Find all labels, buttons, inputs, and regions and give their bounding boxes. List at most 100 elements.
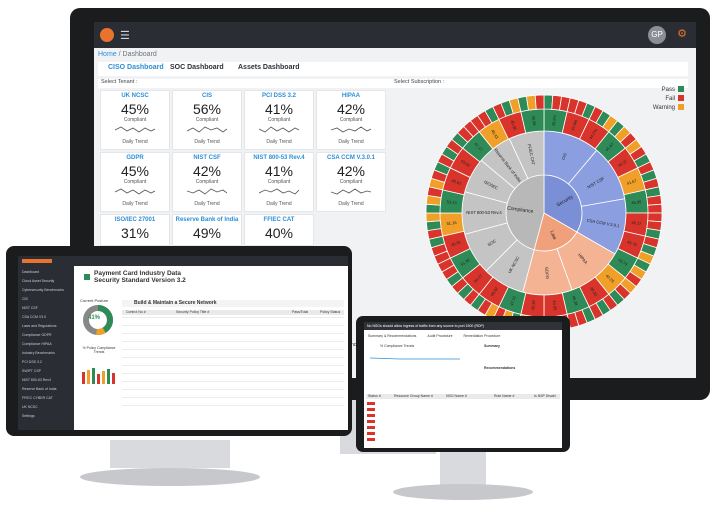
sunburst-outer-label: 45.38 [530, 299, 536, 310]
sunburst-outer-label: 41.67 [604, 141, 615, 152]
compliance-card[interactable]: CSA CCM V.3.0.1 42% Compliant Daily Tren… [316, 152, 386, 212]
sunburst-edge-segment[interactable] [525, 94, 537, 111]
legend-swatch [678, 86, 684, 93]
col-nsg-name: NSG Name # [446, 394, 467, 398]
sunburst-middle-label: HIPAA [577, 252, 589, 265]
sidebar-item[interactable]: NIST 800-53 Rev4 [22, 378, 51, 382]
card-percent: 41% [264, 101, 294, 117]
tab-ciso-dashboard[interactable]: CISO Dashboard [108, 64, 164, 71]
table-row[interactable] [122, 389, 344, 390]
section-header[interactable]: Build & Maintain a Secure Network [122, 300, 344, 307]
tab-remediation[interactable]: Remediation Procedure [463, 334, 501, 338]
sidebar-item[interactable]: Industry Benchmarks [22, 351, 55, 355]
subscription-select[interactable]: Select Subscription : [391, 79, 688, 88]
card-status: Compliant [339, 179, 363, 185]
sunburst-edge-segment[interactable] [425, 203, 441, 214]
sidebar-item[interactable]: Cloud Asset Security [22, 279, 55, 283]
sidebar-logo [22, 259, 52, 263]
app-logo-icon[interactable] [100, 28, 114, 42]
sunburst-edge-segment[interactable] [543, 94, 554, 110]
sunburst-edge-segment[interactable] [425, 212, 441, 223]
table-row[interactable] [122, 357, 344, 358]
sidebar-item[interactable]: FFIEC CYBER CAT [22, 396, 53, 400]
card-percent: 31% [120, 225, 150, 241]
sidebar-item[interactable]: Compliance GDPR [22, 333, 52, 337]
user-avatar[interactable]: GP [648, 26, 666, 44]
sidebar-item[interactable]: Settings [22, 414, 35, 418]
table-row[interactable] [122, 397, 344, 398]
table-row[interactable] [122, 373, 344, 374]
tab-audit[interactable]: Audit Procedure [427, 334, 453, 338]
card-percent: 56% [192, 101, 222, 117]
menu-icon[interactable]: ☰ [120, 30, 130, 42]
card-percent: 40% [264, 225, 294, 241]
sunburst-edge-segment[interactable] [425, 220, 442, 232]
table-row[interactable] [122, 325, 344, 326]
table-row[interactable] [122, 317, 344, 318]
compliance-card[interactable]: FFIEC CAT 40% [244, 214, 314, 246]
sidebar-item[interactable]: Laws and Regulations [22, 324, 57, 328]
trend-sparkline [331, 126, 371, 133]
sidebar-item[interactable]: Dashboard [22, 270, 40, 274]
sunburst-edge-segment[interactable] [534, 94, 545, 110]
sidebar-item[interactable]: Compliance HIPAA [22, 342, 52, 346]
sunburst-outer-label: 42.25 [605, 273, 616, 284]
sidebar-item[interactable]: UK NCSC [22, 405, 38, 409]
sunburst-outer-label: 45.96 [531, 115, 537, 126]
top-navbar: ☰ GP ⚙ [94, 22, 696, 48]
col-status: Status # [368, 394, 381, 398]
sunburst-middle-label: CIS [561, 152, 568, 160]
sunburst-edge-segment[interactable] [646, 194, 663, 206]
card-status: Compliant [195, 117, 219, 123]
tab-assets-dashboard[interactable]: Assets Dashboard [238, 64, 300, 71]
card-trend-label: Daily Trend [122, 139, 148, 145]
compliance-card[interactable]: PCI DSS 3.2 41% Compliant Daily Trend [244, 90, 314, 150]
sunburst-edge-segment[interactable] [647, 203, 663, 214]
sidebar-item[interactable]: PCI DSS 3.2 [22, 360, 42, 364]
fail-status-badge [367, 414, 375, 417]
card-percent: 42% [192, 163, 222, 179]
compliance-card[interactable]: GDPR 45% Compliant Daily Trend [100, 152, 170, 212]
compliance-card[interactable]: UK NCSC 45% Compliant Daily Trend [100, 90, 170, 150]
table-row[interactable] [122, 333, 344, 334]
card-percent: 45% [120, 101, 150, 117]
sidebar-item[interactable]: CIS [22, 297, 28, 301]
card-status: Compliant [267, 179, 291, 185]
table-row[interactable] [122, 349, 344, 350]
sidebar-item[interactable]: NIST CSF [22, 306, 38, 310]
fail-status-badge [367, 432, 375, 435]
compliance-card[interactable]: Reserve Bank of India 49% [172, 214, 242, 246]
table-row[interactable] [122, 381, 344, 382]
tab-soc-dashboard[interactable]: SOC Dashboard [170, 64, 224, 71]
compliance-card[interactable]: NIST 800-53 Rev.4 41% Compliant Daily Tr… [244, 152, 314, 212]
breadcrumb-home[interactable]: Home [98, 51, 117, 58]
tenant-select[interactable]: Select Tenant : [98, 79, 394, 88]
card-title: HIPAA [341, 93, 361, 99]
col-rule-name: Rule Name # [494, 394, 515, 398]
table-row[interactable] [122, 341, 344, 342]
table-row[interactable] [122, 365, 344, 366]
compliance-card[interactable]: CIS 56% Compliant Daily Trend [172, 90, 242, 150]
sunburst-outer-label: 45.38 [571, 295, 579, 307]
sidebar-item[interactable]: Reserve Bank of India [22, 387, 57, 391]
tab-summary[interactable]: Summary & Recommendations [368, 334, 417, 338]
sidebar-item[interactable]: SWIFT CSP [22, 369, 41, 373]
compliance-card[interactable]: ISO/IEC 27001 31% [100, 214, 170, 246]
left-topbar [74, 256, 348, 266]
sunburst-edge-segment[interactable] [647, 212, 663, 223]
compliance-card[interactable]: HIPAA 42% Compliant Daily Trend [316, 90, 386, 150]
sidebar-item[interactable]: Cybersecurity Benchmarks [22, 288, 64, 292]
summary-label: Summary [484, 344, 500, 348]
card-status: Compliant [123, 179, 147, 185]
legend-swatch [678, 104, 684, 111]
compliance-card[interactable]: NIST CSF 42% Compliant Daily Trend [172, 152, 242, 212]
card-title: Reserve Bank of India [175, 217, 239, 223]
gear-icon[interactable]: ⚙ [677, 28, 687, 40]
sidebar-item[interactable]: CSA CCM V3.0 [22, 315, 47, 319]
small-monitor-stand [440, 452, 486, 486]
card-title: GDPR [126, 155, 144, 161]
breadcrumb: Home / Dashboard [98, 51, 157, 58]
table-row[interactable] [122, 405, 344, 406]
fail-status-badge [367, 438, 375, 441]
